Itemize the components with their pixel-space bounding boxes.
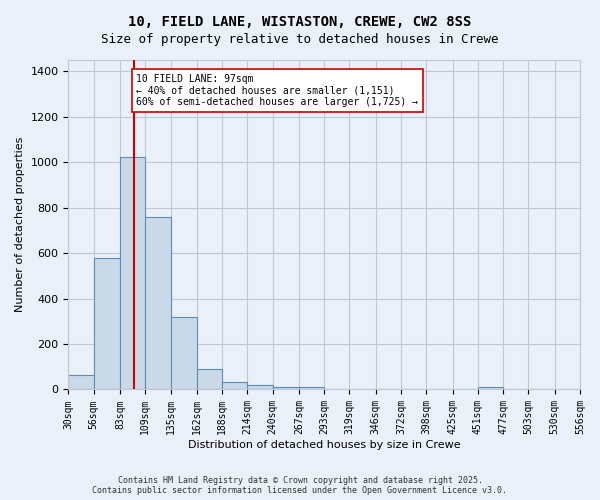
Bar [94, 258, 120, 390]
Text: Contains HM Land Registry data © Crown copyright and database right 2025.
Contai: Contains HM Land Registry data © Crown c… [92, 476, 508, 495]
Text: 10 FIELD LANE: 97sqm
← 40% of detached houses are smaller (1,151)
60% of semi-de: 10 FIELD LANE: 97sqm ← 40% of detached h… [136, 74, 418, 107]
Bar [478, 387, 503, 390]
Text: Size of property relative to detached houses in Crewe: Size of property relative to detached ho… [101, 32, 499, 46]
Bar [222, 382, 247, 390]
Y-axis label: Number of detached properties: Number of detached properties [15, 137, 25, 312]
Bar [145, 217, 170, 390]
Bar [197, 369, 222, 390]
Bar [247, 385, 272, 390]
Bar [68, 374, 94, 390]
Bar [272, 387, 299, 390]
Text: 10, FIELD LANE, WISTASTON, CREWE, CW2 8SS: 10, FIELD LANE, WISTASTON, CREWE, CW2 8S… [128, 15, 472, 29]
Bar [120, 156, 145, 390]
X-axis label: Distribution of detached houses by size in Crewe: Distribution of detached houses by size … [188, 440, 461, 450]
Bar [299, 387, 324, 390]
Bar [170, 317, 197, 390]
